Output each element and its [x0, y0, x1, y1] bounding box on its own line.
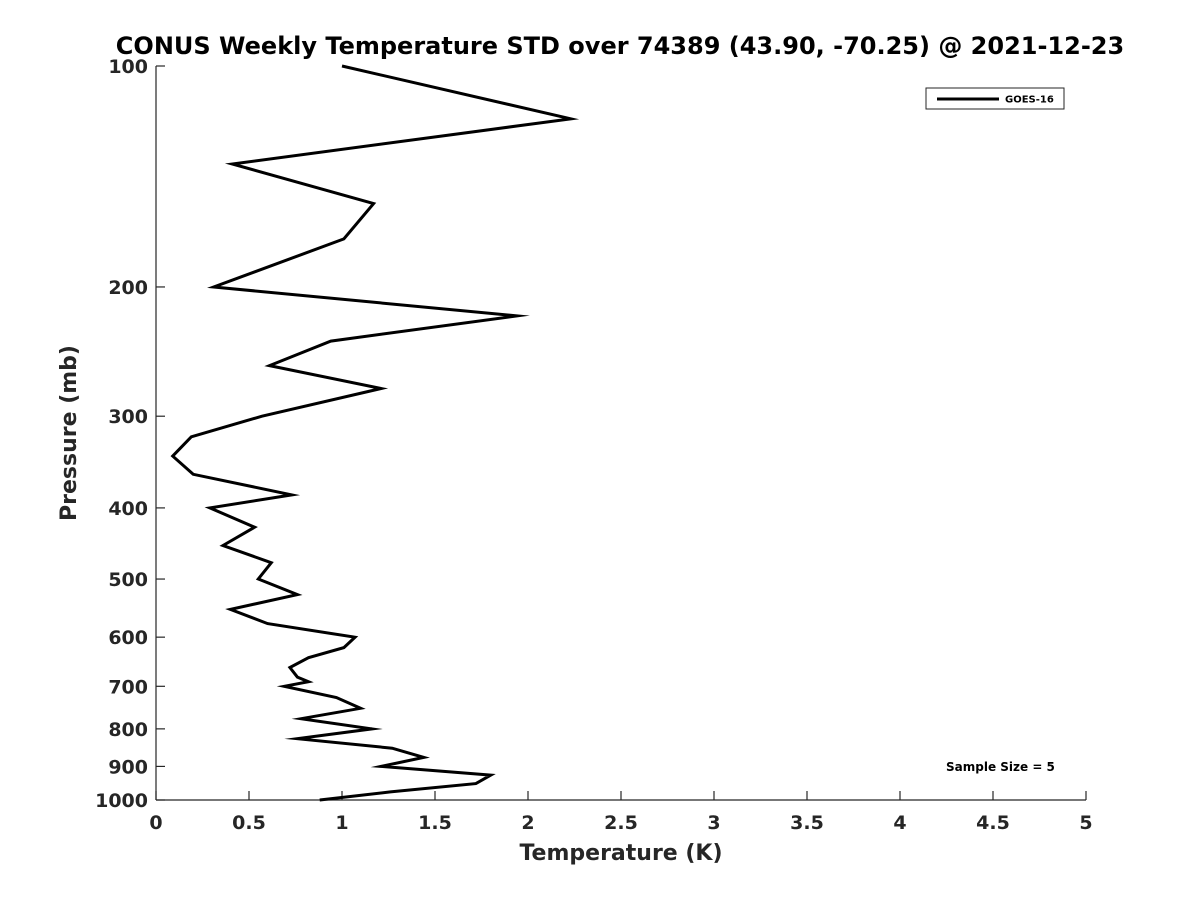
x-tick-label: 5: [1079, 812, 1092, 834]
y-tick-label: 800: [108, 719, 148, 741]
series-layer: [170, 64, 580, 802]
x-tick-label: 1.5: [418, 812, 452, 834]
x-tick-label: 2.5: [604, 812, 638, 834]
sample-size-annotation: Sample Size = 5: [946, 760, 1055, 774]
y-tick-label: 700: [108, 676, 148, 698]
x-tick-label: 3.5: [790, 812, 824, 834]
y-axis-label: Pressure (mb): [57, 345, 82, 521]
y-tick-label: 200: [108, 277, 148, 299]
y-tick-label: 600: [108, 627, 148, 649]
x-tick-label: 3: [707, 812, 720, 834]
x-tick-label: 0: [149, 812, 162, 834]
x-tick-label: 2: [521, 812, 534, 834]
y-tick-label: 400: [108, 498, 148, 520]
legend: GOES-16: [925, 87, 1065, 110]
y-tick-label: 1000: [95, 790, 148, 812]
x-axis-ticks: 0 0.5 1 1.5 2 2.5 3 3.5 4 4.5 5: [149, 791, 1093, 834]
y-axis-ticks: 100 200 300 400 500 600 700 800 900 1000: [95, 56, 165, 812]
y-tick-label: 100: [108, 56, 148, 78]
x-tick-label: 4: [893, 812, 906, 834]
x-tick-label: 0.5: [232, 812, 266, 834]
x-axis-label: Temperature (K): [519, 841, 722, 866]
x-tick-label: 4.5: [976, 812, 1010, 834]
series-line-goes-16: [170, 64, 580, 802]
legend-label-goes-16: GOES-16: [1005, 95, 1054, 106]
y-tick-label: 500: [108, 569, 148, 591]
y-tick-label: 300: [108, 406, 148, 428]
x-tick-label: 1: [335, 812, 348, 834]
y-tick-label: 900: [108, 756, 148, 778]
chart-title: CONUS Weekly Temperature STD over 74389 …: [116, 32, 1124, 60]
